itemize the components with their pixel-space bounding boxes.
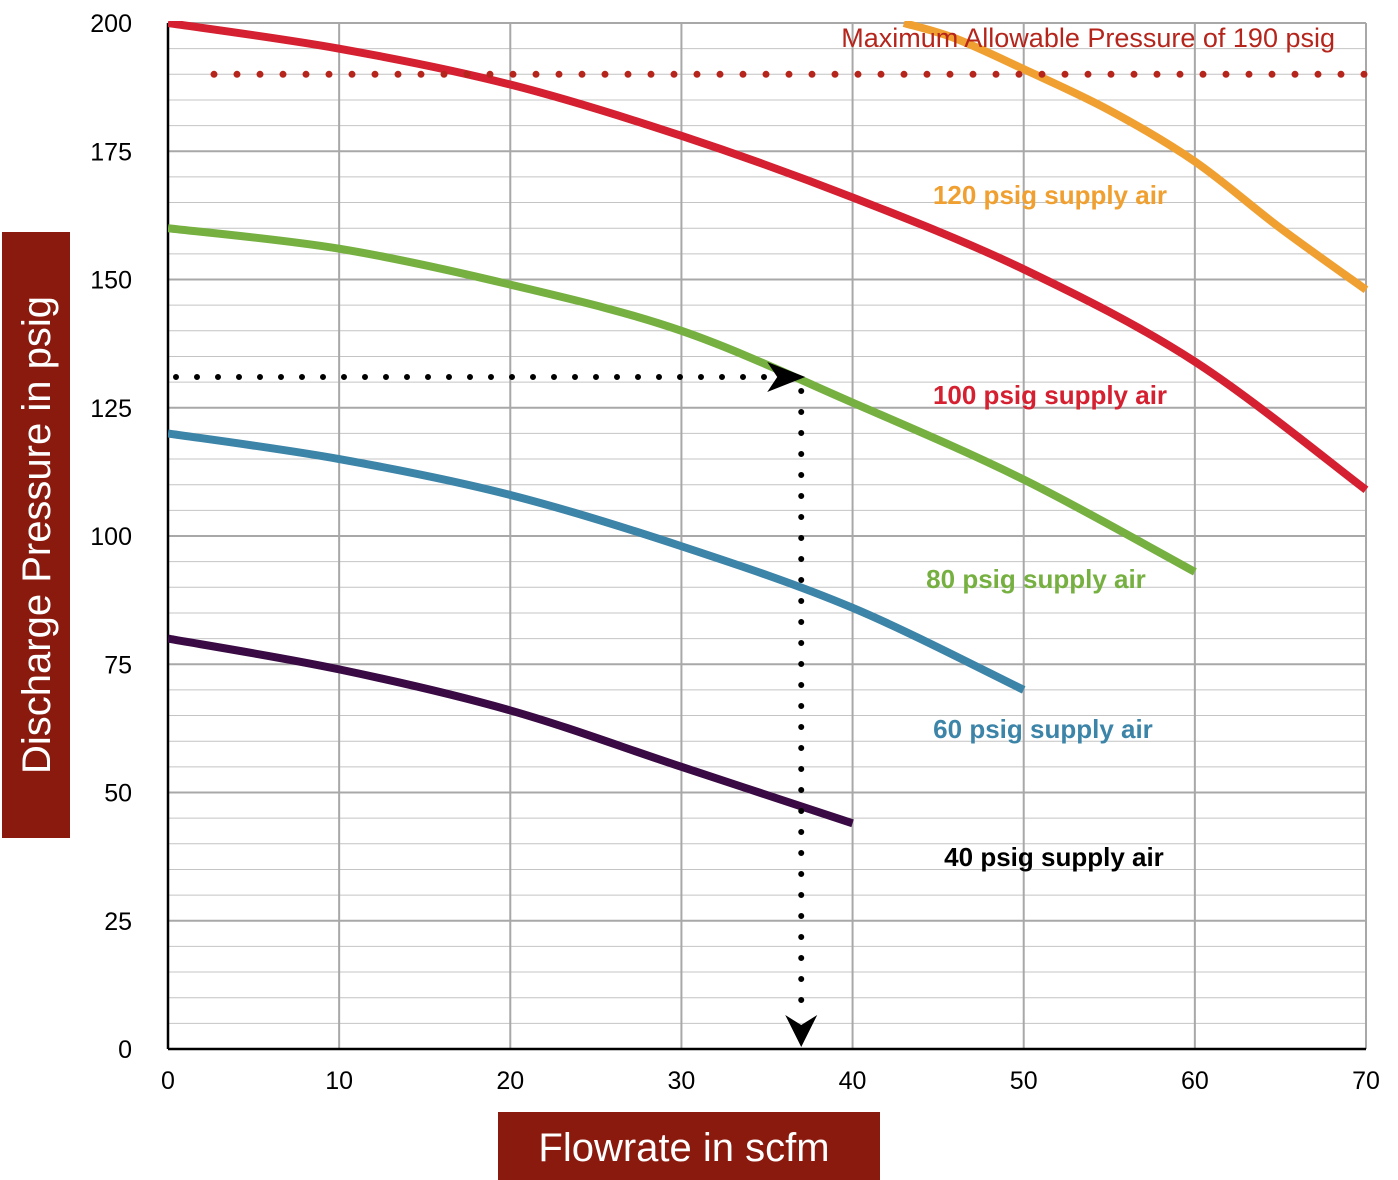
y-tick-label: 150 [90,267,132,295]
series-label: 100 psig supply air [933,380,1167,410]
series-line [168,634,854,828]
y-tick-label: 175 [90,138,132,166]
y-axis-title: Discharge Pressure in psig [2,232,70,838]
y-axis-title-box [2,232,70,838]
y-axis-title-text: Discharge Pressure in psig [15,296,59,774]
series-label: 80 psig supply air [926,564,1146,594]
y-tick-label: 25 [104,908,132,936]
max-pressure-label: Maximum Allowable Pressure of 190 psig [841,23,1335,53]
series-label: 120 psig supply air [933,180,1167,210]
example-guide [173,361,818,1047]
guide-arrow-down [785,1015,818,1047]
x-tick-label: 20 [496,1067,524,1095]
max-pressure-annotation: Maximum Allowable Pressure of 190 psig [210,23,1370,78]
x-axis-title-box [498,1112,880,1180]
series-line [168,21,1369,494]
guide-arrow-right [767,361,806,392]
x-axis-title-text: Flowrate in scfm [538,1126,829,1170]
x-tick-label: 60 [1181,1067,1209,1095]
x-tick-label: 40 [839,1067,867,1095]
series-label: 40 psig supply air [944,842,1164,872]
y-tick-label: 100 [90,523,132,551]
series-lines [168,21,1369,828]
x-tick-labels: 0 10 20 30 40 50 60 70 [161,1067,1380,1095]
major-gridlines [168,22,1367,1050]
minor-gridlines [168,48,1366,1024]
y-tick-label: 200 [90,10,132,38]
series-line [902,21,1369,294]
series-labels: 120 psig supply air 100 psig supply air 80… [926,180,1167,872]
y-tick-label: 75 [104,651,132,679]
y-tick-label: 125 [90,395,132,423]
x-tick-label: 30 [668,1067,696,1095]
x-axis-title: Flowrate in scfm [498,1112,880,1180]
x-tick-label: 10 [325,1067,353,1095]
x-tick-label: 50 [1010,1067,1038,1095]
y-tick-labels: 0 25 50 75 100 125 150 175 200 [90,10,132,1064]
x-tick-label: 0 [161,1067,175,1095]
y-tick-label: 50 [104,780,132,808]
x-tick-label: 70 [1352,1067,1380,1095]
y-tick-label: 0 [118,1036,132,1064]
series-line [168,429,1026,694]
axes [166,23,1366,1051]
series-label: 60 psig supply air [933,714,1153,744]
series-line [168,224,1197,576]
